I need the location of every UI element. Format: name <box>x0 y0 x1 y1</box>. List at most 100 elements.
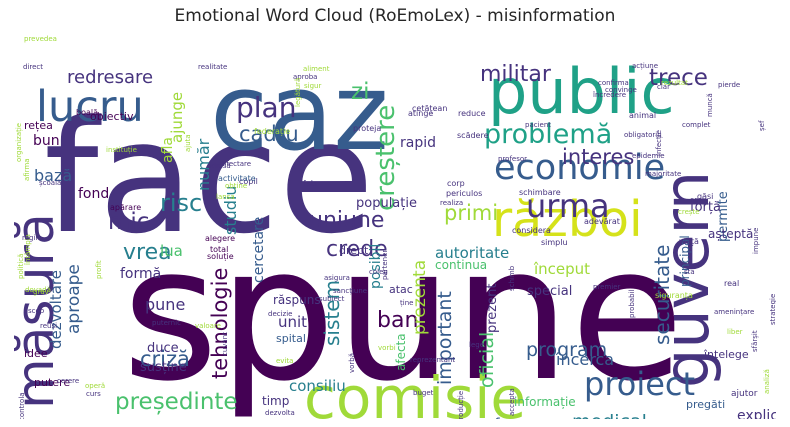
word-26: vrea <box>123 240 172 265</box>
word-134: obține <box>225 182 247 191</box>
word-52: formă <box>120 266 161 282</box>
word-142: impune <box>752 228 760 254</box>
word-151: asigura <box>324 274 350 282</box>
word-48: posibil <box>368 244 384 289</box>
word-32: securitate <box>650 245 674 345</box>
word-105: federație <box>254 127 290 137</box>
word-125: școală <box>39 179 61 187</box>
word-63: principal <box>678 235 692 287</box>
word-95: adevărat <box>584 217 620 226</box>
word-187: schimb <box>508 265 516 291</box>
word-87: soluție <box>207 252 234 262</box>
word-109: aproba <box>293 73 317 81</box>
word-149: probabil <box>628 289 636 318</box>
word-59: duce <box>147 341 179 356</box>
word-56: ajunge <box>168 92 186 143</box>
word-135: lansa <box>216 193 235 201</box>
word-79: putere <box>34 376 70 389</box>
word-65: timp <box>262 394 289 408</box>
word-72: pregăti <box>686 398 725 411</box>
word-35: președinte <box>115 389 238 415</box>
word-116: confirma <box>598 79 629 87</box>
word-185: ține <box>400 299 413 308</box>
word-99: realiza <box>440 199 463 207</box>
word-113: pierde <box>718 81 740 89</box>
word-158: scop <box>28 307 45 315</box>
word-24: risc <box>160 189 202 217</box>
word-182: întâmpla <box>24 234 32 266</box>
word-39: aproape <box>64 264 84 334</box>
word-100: proteja <box>353 124 381 133</box>
word-131: legătură <box>294 78 302 107</box>
word-29: important <box>434 291 456 385</box>
word-119: muncă <box>706 93 714 117</box>
word-62: permite <box>716 191 731 242</box>
word-169: curs <box>86 390 101 398</box>
word-16: cadru <box>239 122 299 146</box>
word-140: sta <box>684 268 695 276</box>
word-137: crește <box>678 208 700 216</box>
word-122: obligatoriu <box>624 131 662 139</box>
word-81: idee <box>24 347 48 360</box>
word-85: alegere <box>205 234 235 243</box>
word-75: răspuns <box>273 293 321 307</box>
word-86: total <box>210 245 228 254</box>
word-138: opri <box>690 196 704 204</box>
word-184: regim <box>22 234 42 242</box>
word-90: activitate <box>218 174 256 183</box>
word-40: bază <box>34 166 72 185</box>
word-88: copil <box>239 177 258 186</box>
word-101: scădere <box>457 131 489 140</box>
word-38: dezvoltare <box>47 270 65 349</box>
word-54: bun <box>33 133 60 149</box>
word-159: dovadă <box>25 286 51 294</box>
word-117: animal <box>629 111 656 120</box>
word-3: public <box>488 55 675 128</box>
word-96: simplu <box>541 238 568 247</box>
word-128: instituție <box>106 146 137 155</box>
word-190: prevedea <box>24 35 57 43</box>
word-181: politică <box>17 254 25 279</box>
word-145: liber <box>727 328 743 336</box>
word-1: face <box>44 87 374 268</box>
word-55: afla <box>160 137 176 163</box>
word-165: reprezentant <box>410 356 455 364</box>
word-115: încredere <box>592 91 626 99</box>
word-53: fond <box>78 186 109 202</box>
word-76: atac <box>389 283 413 296</box>
word-45: consiliu <box>289 377 346 395</box>
word-64: special <box>527 284 572 299</box>
word-147: analiză <box>763 369 771 394</box>
word-27: sistem <box>320 280 344 346</box>
word-114: convinge <box>605 86 637 94</box>
word-51: lua <box>160 242 183 260</box>
word-36: medical <box>572 411 647 419</box>
word-174: producție <box>457 391 466 419</box>
word-166: lege <box>469 341 484 349</box>
word-50: pune <box>145 295 185 314</box>
word-46: afacere <box>485 415 541 419</box>
word-148: siguranța <box>655 291 693 301</box>
word-186: coleg <box>369 268 388 276</box>
word-180: controla <box>18 392 26 419</box>
word-9: economie <box>494 148 665 188</box>
word-67: populație <box>356 196 417 211</box>
word-43: autoritate <box>435 244 509 262</box>
word-175: accepta <box>508 388 516 416</box>
word-84: apărare <box>110 203 141 212</box>
word-154: subiect <box>319 295 345 303</box>
word-141: real <box>724 279 739 288</box>
word-69: forță <box>690 200 721 215</box>
word-155: decizie <box>268 310 292 318</box>
word-11: proiect <box>584 365 695 403</box>
word-126: infectare <box>220 160 251 168</box>
word-41: număr <box>194 138 213 191</box>
word-161: cuvânt <box>221 332 229 356</box>
word-103: cetățean <box>412 104 447 114</box>
word-25: mic <box>108 209 149 235</box>
word-2: caz <box>210 51 389 174</box>
word-31: program <box>526 339 607 361</box>
word-132: sigur <box>304 82 321 90</box>
word-44: început <box>533 260 590 278</box>
